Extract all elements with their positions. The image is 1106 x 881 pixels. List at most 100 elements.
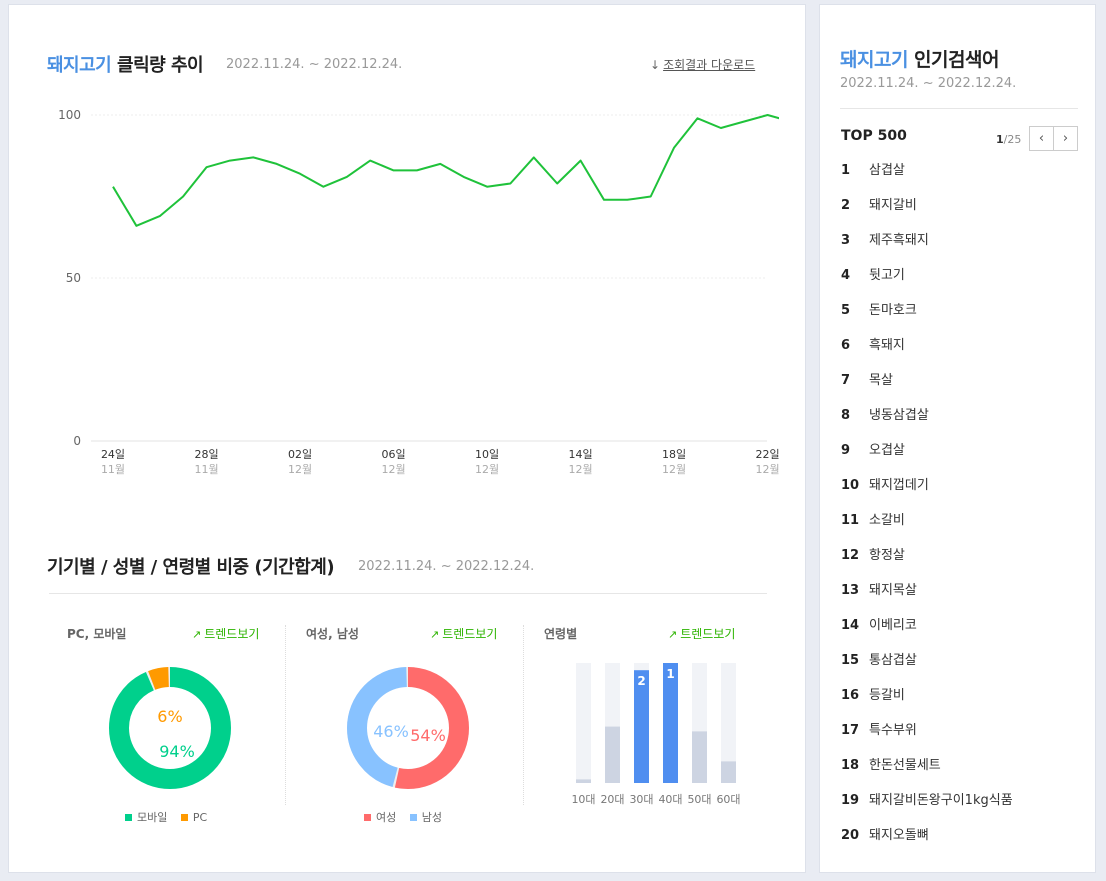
keyword-list-item[interactable]: 2 돼지갈비 (841, 192, 1013, 227)
keyword-text: 특수부위 (869, 723, 917, 738)
section-divider (49, 593, 767, 594)
ratio-section-date-range: 2022.11.24. ~ 2022.12.24. (358, 559, 535, 574)
keyword-text: 항정살 (869, 548, 905, 563)
legend-item-male: 남성 (409, 811, 442, 824)
gender-legend: 여성 남성 (364, 809, 452, 825)
download-results-label: 조회결과 다운로드 (663, 58, 756, 72)
mobile-slice (109, 667, 231, 789)
legend-item-mobile: 모바일 (125, 811, 167, 824)
legend-label-female: 여성 (376, 811, 397, 824)
keyword-text: 삼겹살 (869, 163, 905, 178)
x-tick-day-label: 06일 (381, 447, 405, 461)
keyword-rank: 4 (841, 268, 851, 283)
keyword-text: 흑돼지 (869, 338, 905, 353)
keyword-list-item[interactable]: 16 등갈비 (841, 682, 1013, 717)
keyword-list-item[interactable]: 7 목살 (841, 367, 1013, 402)
x-tick-month-label: 12월 (288, 463, 312, 476)
prev-page-button[interactable]: ‹ (1029, 126, 1054, 151)
legend-label-mobile: 모바일 (137, 811, 168, 824)
age-bar-track (576, 663, 591, 783)
keyword-text: 소갈비 (869, 513, 905, 528)
device-trend-button[interactable]: ↗ 트렌드보기 (192, 625, 259, 642)
keyword-rank: 15 (841, 653, 860, 668)
keyword-rank: 9 (841, 443, 851, 458)
top-500-label: TOP 500 (841, 128, 907, 144)
x-tick-month-label: 11월 (101, 463, 125, 476)
age-bar (634, 670, 649, 783)
legend-swatch-mobile (125, 814, 132, 821)
keyword-text: 한돈선물세트 (869, 758, 941, 773)
age-trend-button[interactable]: ↗ 트렌드보기 (668, 625, 735, 642)
x-tick-month-label: 12월 (662, 463, 686, 476)
keyword-text: 오겹살 (869, 443, 905, 458)
keyword-list-item[interactable]: 9 오겹살 (841, 437, 1013, 472)
keyword-text: 돼지목살 (869, 583, 917, 598)
gender-trend-label: 트렌드보기 (442, 627, 498, 641)
keyword-list-item[interactable]: 6 흑돼지 (841, 332, 1013, 367)
chevron-right-icon: › (1062, 131, 1069, 146)
keyword-list-item[interactable]: 17 특수부위 (841, 717, 1013, 752)
gender-trend-button[interactable]: ↗ 트렌드보기 (430, 625, 497, 642)
legend-item-pc: PC (180, 811, 207, 824)
device-trend-label: 트렌드보기 (204, 627, 260, 641)
keyword-list-item[interactable]: 10 돼지껍데기 (841, 472, 1013, 507)
click-trend-line-chart: 0 50 100 24일 11월 28일 11월 02일 12월 06일 12월 10일 12월 14일 1… (58, 108, 779, 476)
keyword-list-item[interactable]: 19 돼지갈비돈왕구이1kg식품 (841, 787, 1013, 822)
keyword-rank: 3 (841, 233, 851, 248)
male-pct-label: 46% (373, 722, 409, 741)
keyword-list-item[interactable]: 1 삼겹살 (841, 157, 1013, 192)
age-bar (576, 779, 591, 783)
x-tick-day-label: 10일 (475, 447, 499, 461)
keyword-list-item[interactable]: 12 항정살 (841, 542, 1013, 577)
column-divider (523, 625, 524, 805)
keyword-list-item[interactable]: 18 한돈선물세트 (841, 752, 1013, 787)
age-bar-label: 10대 (571, 793, 595, 806)
keyword-list-item[interactable]: 3 제주흑돼지 (841, 227, 1013, 262)
age-ratio-label: 연령별 (544, 627, 578, 641)
gender-ratio-label: 여성, 남성 (306, 627, 359, 641)
keyword-list-item[interactable]: 5 돈마호크 (841, 297, 1013, 332)
keyword-rank: 13 (841, 583, 860, 598)
keyword-rank: 17 (841, 723, 860, 738)
keyword-list-item[interactable]: 11 소갈비 (841, 507, 1013, 542)
keyword-list-item[interactable]: 8 냉동삼겹살 (841, 402, 1013, 437)
x-tick-day-label: 18일 (662, 447, 686, 461)
keyword-text: 냉동삼겹살 (869, 408, 929, 423)
age-bar-label: 40대 (658, 793, 682, 806)
click-trend-title-suffix: 클릭량 추이 (117, 55, 204, 76)
keyword-list-item[interactable]: 20 돼지오돌뼈 (841, 822, 1013, 857)
x-tick-day-label: 14일 (569, 447, 593, 461)
keyword-text: 돼지갈비돈왕구이1kg식품 (869, 793, 1013, 808)
keyword-rank: 8 (841, 408, 851, 423)
page-total: /25 (1003, 133, 1022, 146)
trend-chart-icon: ↗ (668, 628, 678, 641)
keyword-text: 이베리코 (869, 618, 917, 633)
age-bar (605, 726, 620, 783)
y-tick-label: 100 (58, 108, 81, 122)
popular-divider (840, 108, 1078, 109)
keyword-list-item[interactable]: 14 이베리코 (841, 612, 1013, 647)
keyword-rank: 18 (841, 758, 860, 773)
x-tick-month-label: 12월 (475, 463, 499, 476)
keyword-list-item[interactable]: 4 뒷고기 (841, 262, 1013, 297)
download-results-link[interactable]: ↓ 조회결과 다운로드 (650, 56, 755, 73)
pc-pct-label: 6% (157, 707, 182, 726)
keyword-rank: 1 (841, 163, 851, 178)
click-trend-keyword: 돼지고기 (47, 55, 112, 76)
age-bar-label: 60대 (716, 793, 740, 806)
chevron-left-icon: ‹ (1038, 131, 1045, 146)
next-page-button[interactable]: › (1053, 126, 1078, 151)
keyword-rank: 11 (841, 513, 860, 528)
keyword-list-item[interactable]: 15 통삼겹살 (841, 647, 1013, 682)
x-tick-month-label: 12월 (756, 463, 779, 476)
age-bar (721, 761, 736, 783)
popular-date-range: 2022.11.24. ~ 2022.12.24. (840, 76, 1017, 91)
legend-label-male: 남성 (421, 811, 442, 824)
device-donut-chart: 6% 94% (109, 667, 231, 789)
keyword-list-item[interactable]: 13 돼지목살 (841, 577, 1013, 612)
keyword-text: 돼지오돌뼈 (869, 828, 929, 843)
age-bar-chart: 10대 20대 2 30대 1 40대 50대 60대 (571, 663, 741, 806)
device-ratio-label: PC, 모바일 (67, 627, 127, 641)
gender-donut-chart: 46% 54% (347, 667, 469, 789)
age-bar (692, 731, 707, 783)
